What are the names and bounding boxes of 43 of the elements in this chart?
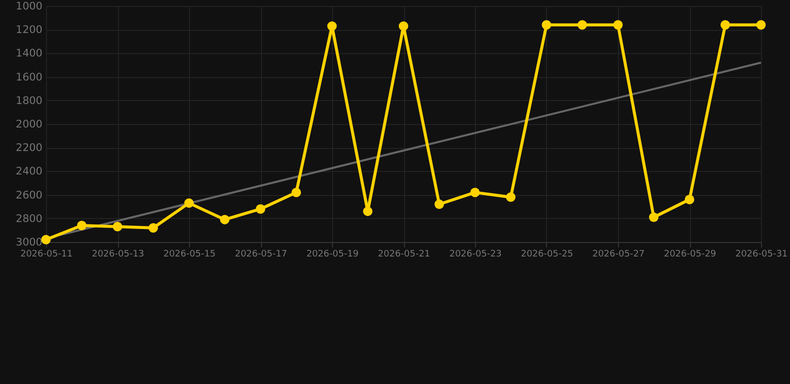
- y-tick-label: 2200: [16, 142, 42, 154]
- point: [184, 198, 194, 208]
- point: [398, 21, 408, 31]
- y-tick-label: 1200: [16, 24, 42, 36]
- point: [434, 200, 444, 209]
- x-tick-label: 2026-05-29: [664, 250, 716, 260]
- y-tick-label: 1400: [16, 48, 42, 60]
- y-tick-label: 1800: [16, 94, 42, 107]
- point: [327, 21, 337, 31]
- point: [363, 206, 372, 216]
- x-tick-label: 2026-05-19: [306, 250, 359, 260]
- point: [220, 214, 230, 224]
- y-tick-label: 1600: [16, 71, 42, 84]
- point: [720, 20, 730, 30]
- x-tick-label: 2026-05-25: [520, 250, 574, 260]
- point: [613, 20, 623, 30]
- point: [578, 20, 587, 30]
- point: [470, 188, 480, 198]
- point: [684, 194, 694, 204]
- y-tick-label: 2800: [16, 212, 42, 225]
- x-tick-label: 2026-05-17: [234, 250, 288, 260]
- point: [756, 20, 766, 30]
- x-tick-label: 2026-05-31: [735, 250, 788, 260]
- y-tick-label: 3000: [16, 236, 42, 248]
- x-tick-label: 2026-05-27: [592, 250, 645, 260]
- point: [506, 192, 516, 202]
- point: [41, 234, 51, 244]
- point: [292, 188, 301, 198]
- point: [112, 222, 122, 232]
- point: [542, 20, 552, 30]
- point: [649, 212, 658, 222]
- y-tick-label: 2600: [16, 189, 42, 202]
- x-tick-label: 2026-05-15: [163, 250, 216, 260]
- x-tick-label: 2026-05-23: [449, 250, 502, 260]
- x-tick-label: 2026-05-11: [20, 250, 73, 260]
- point: [77, 220, 86, 230]
- y-tick-label: 2400: [16, 166, 42, 178]
- x-tick-label: 2026-05-21: [378, 250, 430, 260]
- y-tick-label: 2000: [16, 118, 42, 130]
- x-tick-label: 2026-05-13: [92, 250, 144, 260]
- point: [256, 204, 266, 214]
- point: [148, 223, 158, 233]
- y-tick-label: 1000: [16, 0, 42, 12]
